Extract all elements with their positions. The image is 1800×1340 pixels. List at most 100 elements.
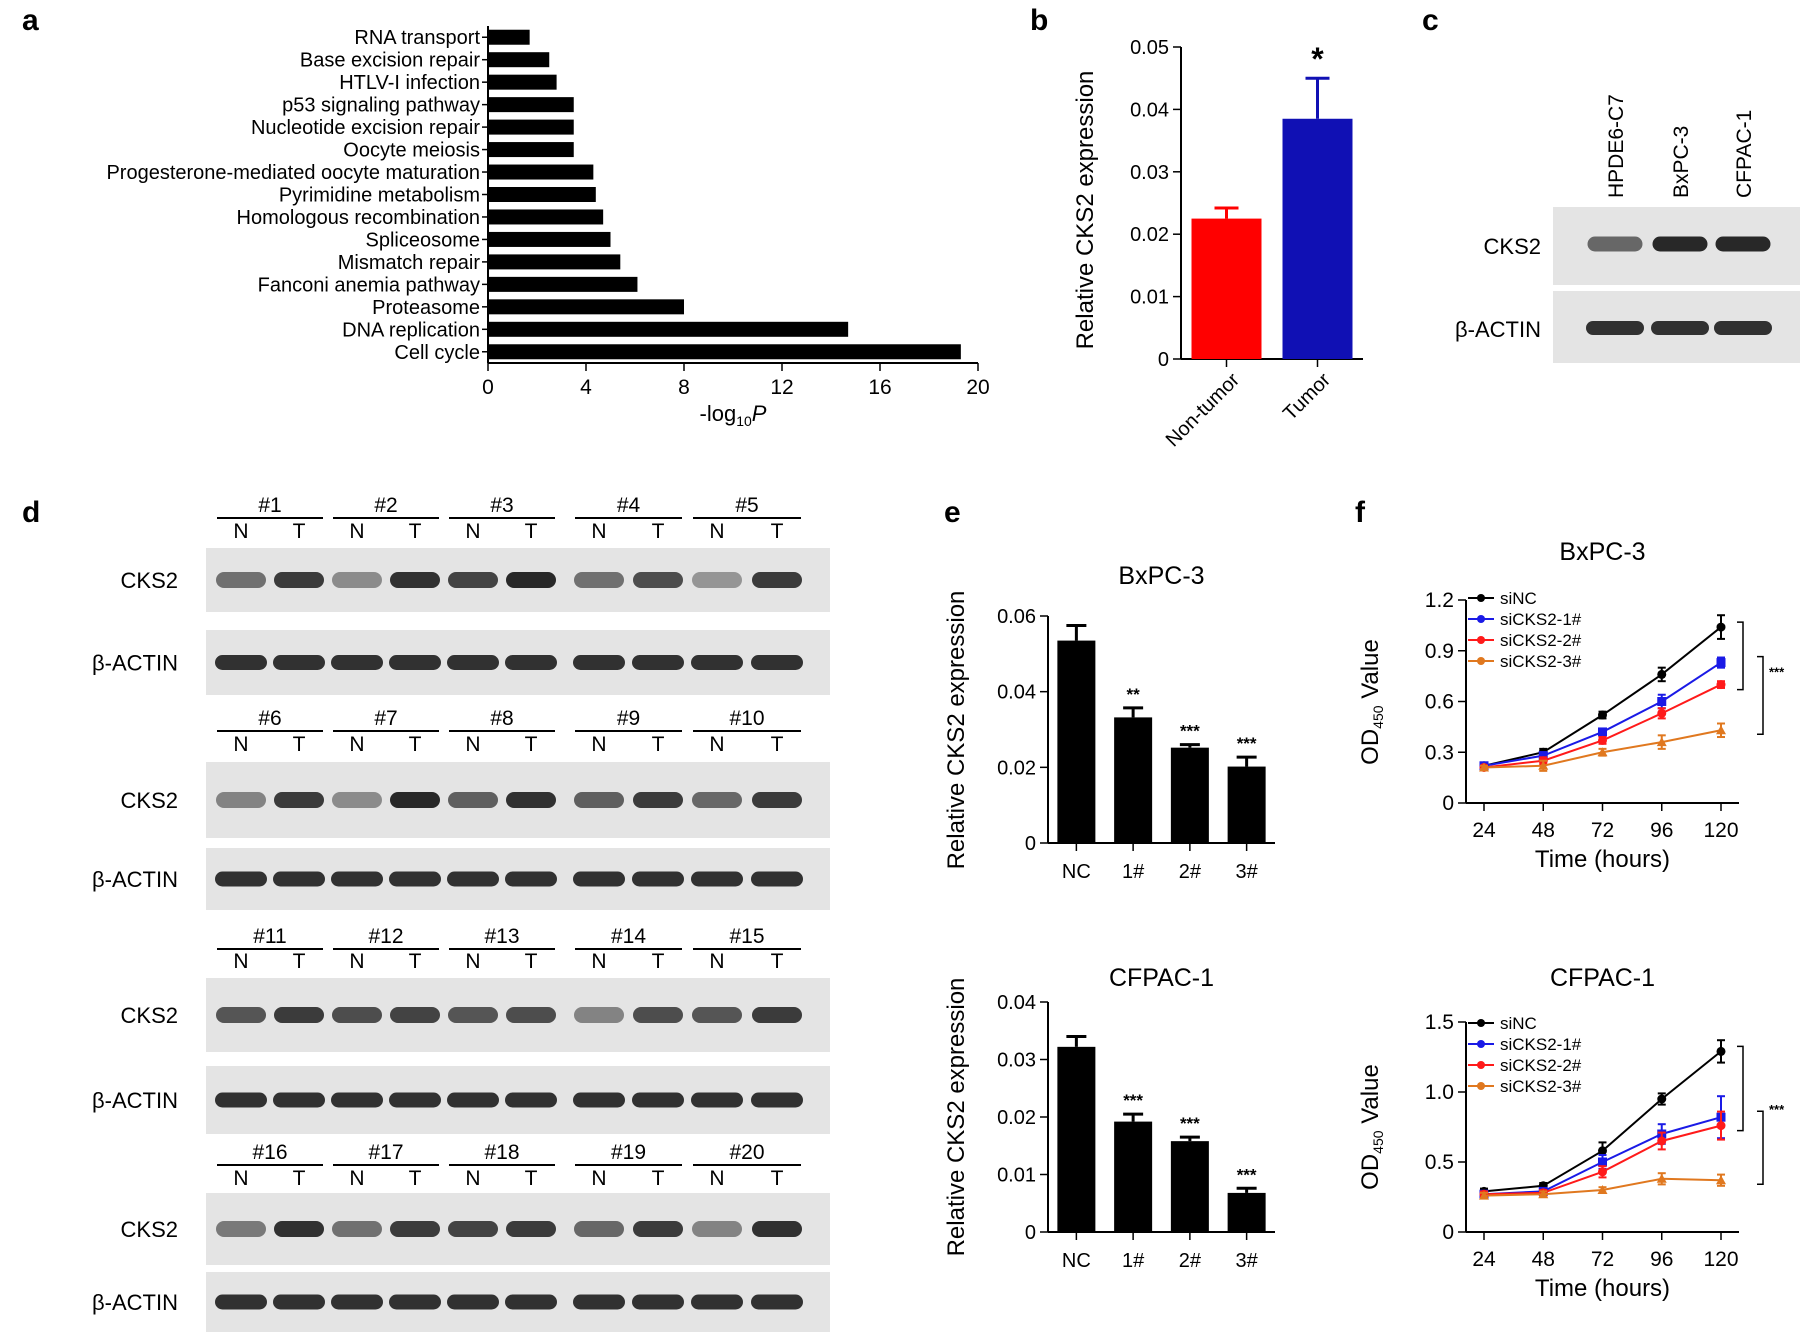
blot-band (574, 1221, 624, 1237)
bar (488, 164, 594, 180)
blot-band (216, 1221, 266, 1237)
blot-band (1586, 321, 1644, 335)
data-point (1479, 762, 1489, 772)
significance-mark: *** (1769, 1102, 1785, 1117)
blot-band (390, 1007, 440, 1023)
legend-label: siCKS2-3# (1500, 652, 1582, 671)
lane-label-t: T (525, 520, 538, 543)
lane-label-n: N (465, 520, 480, 543)
blot-band (447, 1092, 499, 1108)
y-tick-label: 0 (1442, 1221, 1454, 1244)
blot-band (447, 655, 499, 670)
y-axis-label: OD450 Value (1357, 639, 1386, 765)
panel-label-c: c (1422, 4, 1439, 37)
category-label: 3# (1236, 861, 1259, 883)
data-point (1598, 1146, 1607, 1156)
blot-band (1651, 321, 1709, 335)
bar (1227, 1192, 1266, 1232)
lane-label-t: T (409, 733, 422, 756)
data-point (1716, 1046, 1726, 1056)
data-point (1598, 1157, 1607, 1167)
x-tick-label: 24 (1472, 1248, 1496, 1271)
lane-label-t: T (652, 520, 665, 543)
blot-band (215, 1092, 267, 1108)
sample-label: #1 (258, 494, 281, 517)
lane-label: HPDE6-C7 (1605, 94, 1628, 198)
blot-band (573, 655, 625, 670)
sample-label: #2 (374, 494, 397, 517)
blot-band (505, 1092, 557, 1108)
blot-band (752, 1007, 802, 1023)
y-tick-label: 0.02 (997, 757, 1036, 779)
legend-marker (1477, 1019, 1485, 1027)
significance-bracket (1737, 621, 1744, 691)
bar (1057, 1046, 1096, 1232)
bar (488, 29, 530, 45)
y-tick-label: 0.02 (1130, 224, 1169, 246)
category-label: RNA transport (354, 27, 480, 49)
y-tick-label: 1.2 (1425, 589, 1454, 612)
y-tick-label: 0.6 (1425, 691, 1454, 714)
legend-marker (1477, 594, 1485, 602)
bar (488, 321, 849, 337)
blot-band (633, 792, 683, 808)
panel-d-western-blot-grid: #1 N T #2 N T #3 N T #4 N T #5 N T CKS2 β-ACTIN #6 N T #7 N T #… (92, 494, 830, 1332)
blot-band (215, 1294, 267, 1310)
panel-e-cfpac1-chart: 0 0.01 0.02 0.03 0.04 NC *** 1# *** 2# *** 3# Relati… (943, 964, 1275, 1272)
x-tick-label: 48 (1532, 1248, 1555, 1271)
significance-mark: *** (1180, 1114, 1200, 1133)
x-tick-label: 96 (1650, 1248, 1673, 1271)
category-label: 3# (1236, 1250, 1259, 1272)
bar (488, 254, 621, 270)
blot-band (752, 792, 802, 808)
blot-band (1587, 236, 1643, 252)
bar (1170, 1141, 1209, 1232)
chart-title: BxPC-3 (1559, 538, 1645, 566)
data-point (1716, 680, 1726, 690)
bar (1057, 640, 1096, 843)
category-label: Pyrimidine metabolism (279, 185, 480, 207)
legend-label: siNC (1500, 1014, 1537, 1033)
y-axis-label: Relative CKS2 expression (943, 978, 970, 1257)
y-tick-label: 0.03 (997, 1050, 1036, 1072)
category-label: Homologous recombination (237, 207, 480, 229)
chart-title: CFPAC-1 (1109, 964, 1214, 992)
lane-label-t: T (771, 733, 784, 756)
x-tick-label: 72 (1591, 819, 1614, 842)
blot-band (215, 871, 267, 887)
sample-label: #13 (484, 925, 519, 948)
data-point (1597, 1185, 1608, 1194)
category-label: HTLV-I infection (339, 72, 480, 94)
significance-mark: *** (1237, 1165, 1257, 1184)
legend-label: siCKS2-2# (1500, 631, 1582, 650)
bar (1227, 766, 1266, 843)
legend-label: siCKS2-2# (1500, 1056, 1582, 1075)
lane-label-t: T (652, 1167, 665, 1190)
blot-band (506, 572, 556, 588)
blot-band (389, 1092, 441, 1108)
lane-label-n: N (233, 733, 248, 756)
sample-label: #7 (374, 707, 397, 730)
sample-label: #16 (252, 1141, 287, 1164)
blot-band (332, 1007, 382, 1023)
blot-band (692, 1007, 742, 1023)
blot-band (332, 792, 382, 808)
bar (488, 231, 611, 247)
y-tick-label: 0 (1025, 833, 1036, 855)
sample-label: #18 (484, 1141, 519, 1164)
blot-band (332, 572, 382, 588)
blot-band (752, 572, 802, 588)
lane-label-t: T (293, 520, 306, 543)
lane-label: CFPAC-1 (1733, 110, 1756, 198)
legend-label: siCKS2-1# (1500, 1035, 1582, 1054)
bar (488, 52, 550, 68)
y-tick-label: 0 (1158, 349, 1169, 371)
data-point (1479, 1190, 1489, 1200)
lane-label-n: N (465, 1167, 480, 1190)
lane-label-n: N (349, 733, 364, 756)
data-point (1716, 1175, 1726, 1185)
significance-mark: * (1311, 41, 1324, 77)
sample-label: #8 (490, 707, 513, 730)
lane-label-t: T (293, 1167, 306, 1190)
